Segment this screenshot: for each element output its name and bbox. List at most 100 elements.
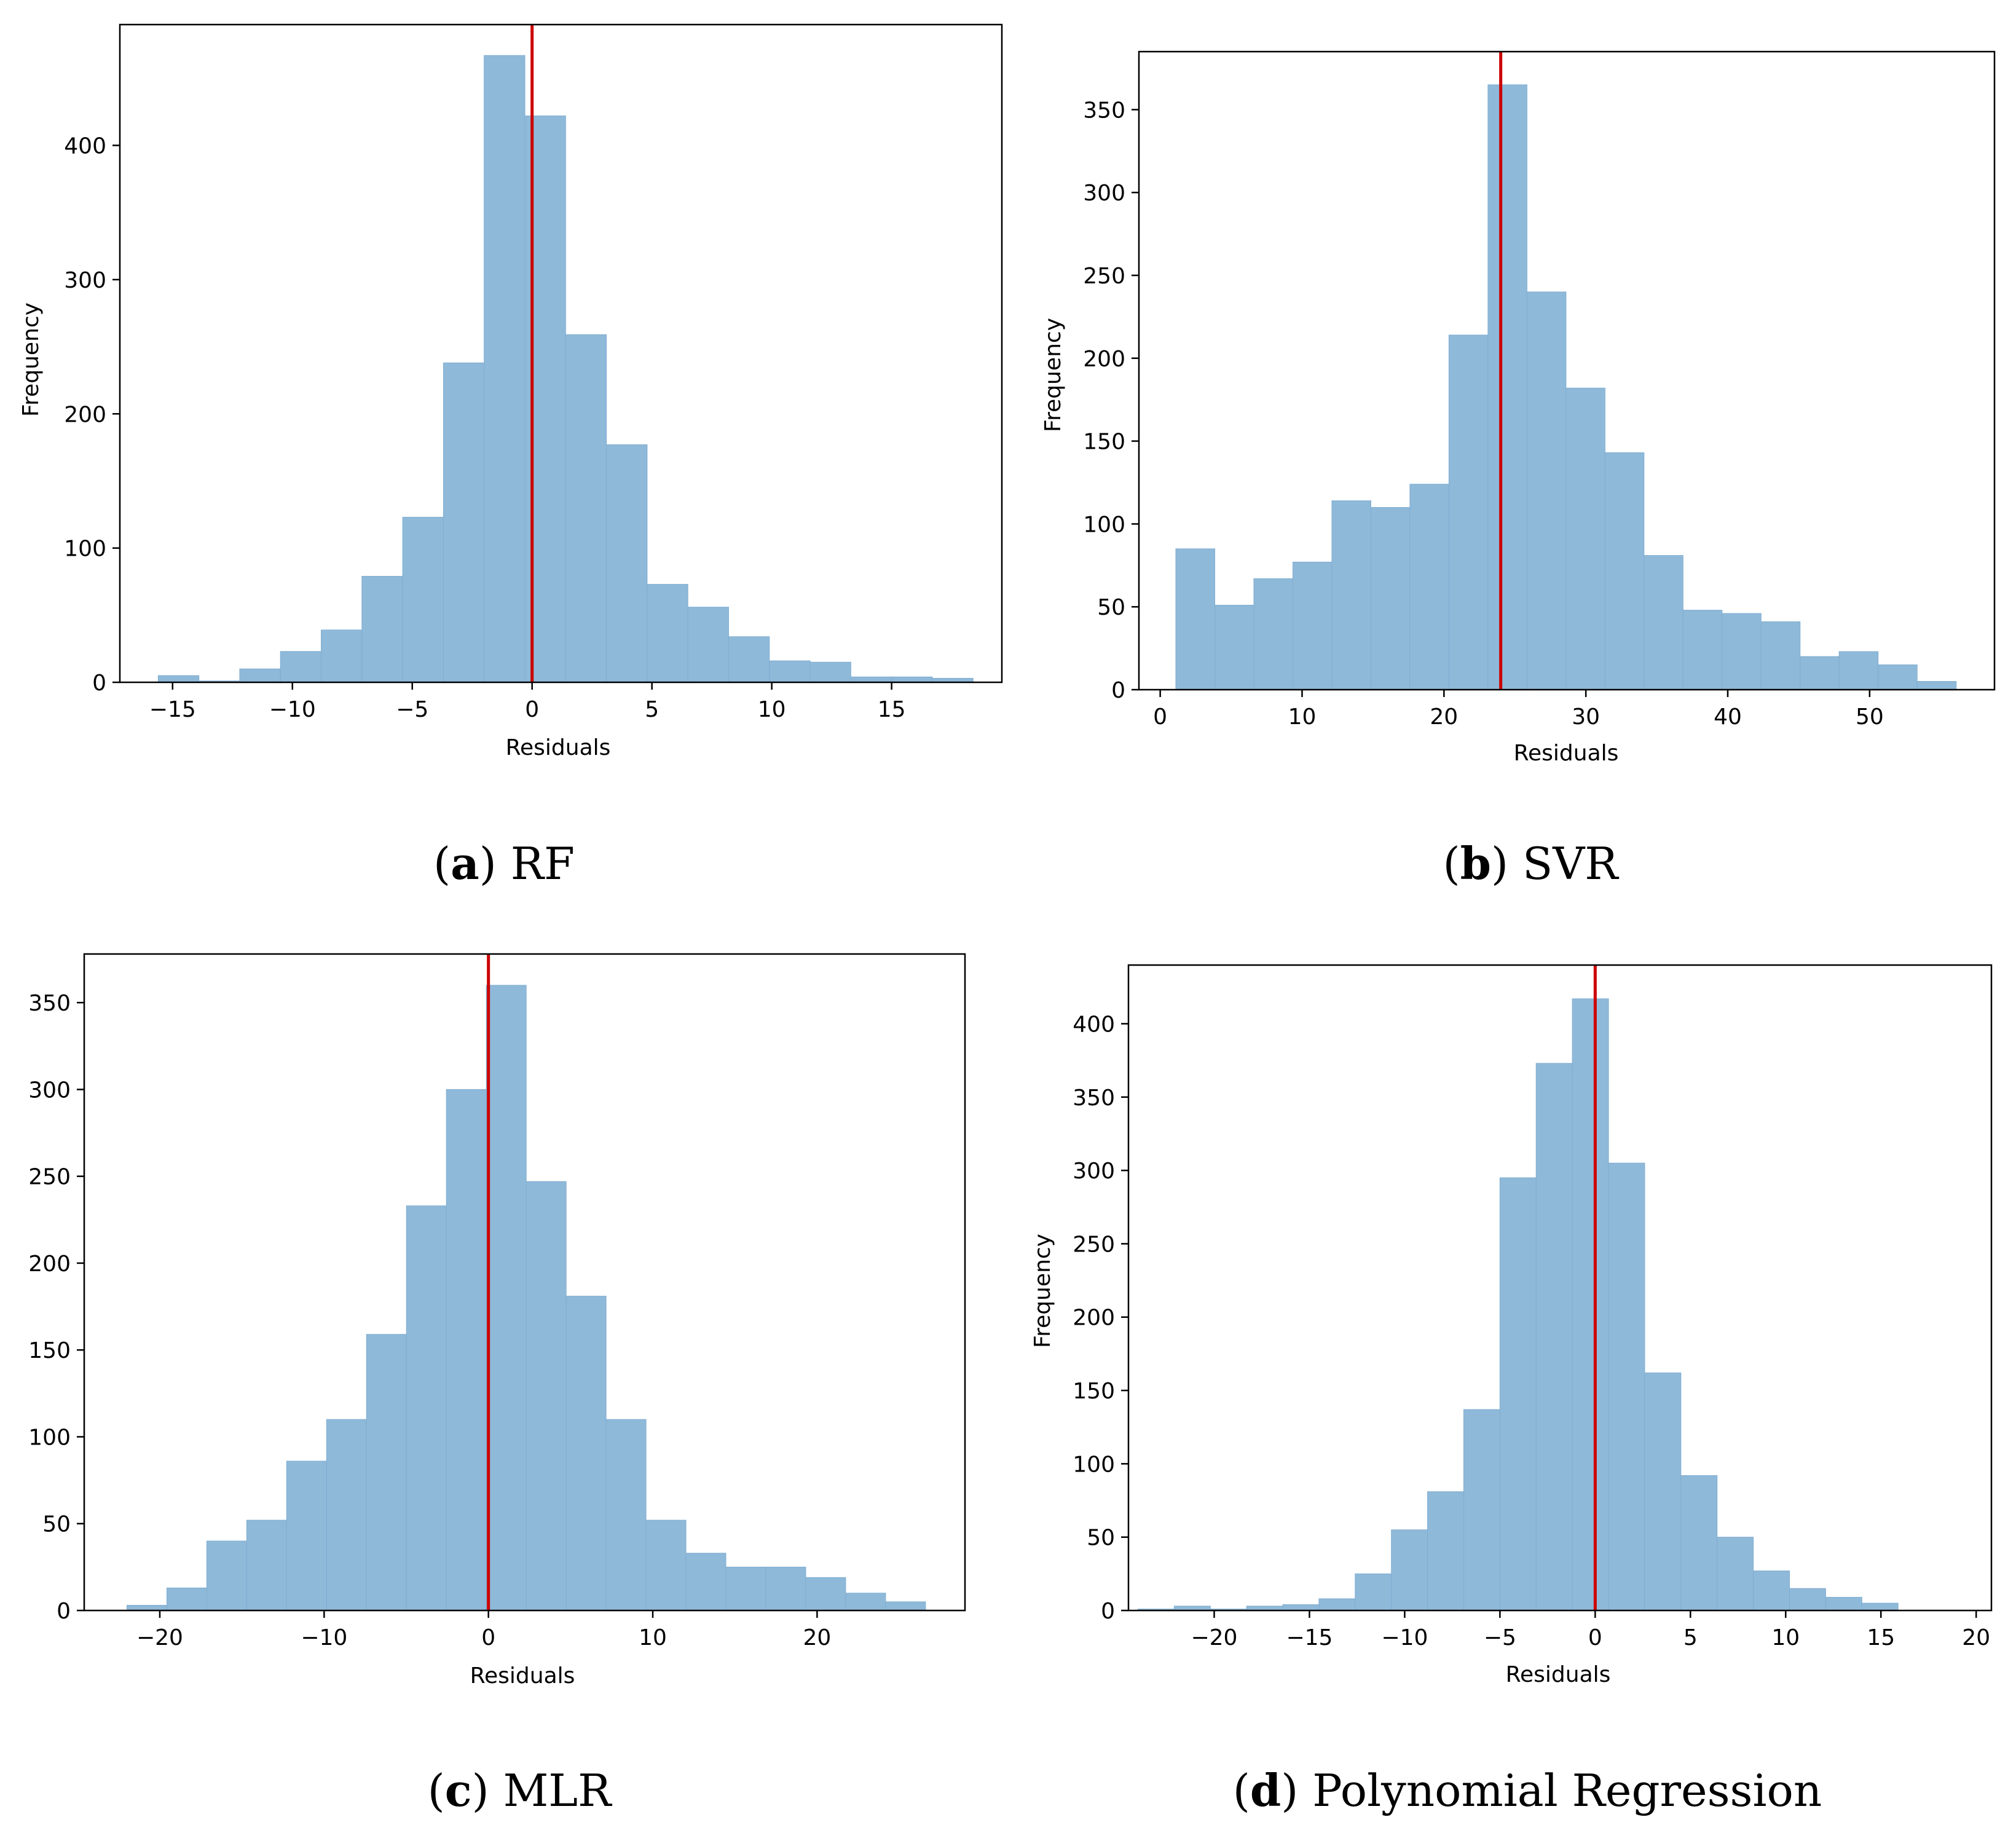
rf-y-tick-label: 100 [64,537,106,562]
mlr-bar [526,1181,567,1611]
rf-x-tick-label: 0 [525,697,539,722]
rf-bar [157,675,200,683]
polynomial-bar [1535,1063,1573,1611]
polynomial-y-tick-label: 400 [1073,1012,1115,1037]
svr-caption-text: SVR [1522,838,1619,889]
rf-bar [443,362,485,683]
rf-bar [850,676,892,683]
rf-y-axis-title: Frequency [18,302,44,417]
polynomial-bar [1572,998,1609,1611]
mlr-bar [286,1460,327,1611]
rf-caption-text: RF [511,838,575,889]
mlr-bar [127,1605,167,1611]
mlr-x-tick-label: −20 [136,1625,183,1650]
svr-y-tick-label: 0 [1111,678,1125,703]
svr-x-tick-label: 40 [1714,704,1742,730]
polynomial-x-ticks: −20 −15 −10 −5 0 5 10 15 20 [1191,1610,1990,1650]
polynomial-x-axis-title: Residuals [1506,1662,1611,1687]
mlr-y-tick-label: 50 [42,1512,71,1537]
svr-bar [1760,621,1801,690]
polynomial-bar [1861,1602,1899,1611]
svr-bar [1644,555,1683,690]
rf-bar [239,668,281,683]
rf-x-tick-label: 5 [645,697,659,722]
polynomial-caption-letter: d [1250,1764,1281,1816]
mlr-bar [845,1593,886,1611]
svr-y-axis-title: Frequency [1041,318,1066,432]
mlr-x-tick-label: 0 [481,1625,495,1650]
svr-bar [1253,578,1293,690]
svr-y-tick-label: 50 [1097,595,1125,620]
rf-bar [728,636,770,683]
mlr-bar [446,1089,487,1611]
polynomial-x-tick-label: 10 [1771,1625,1800,1650]
svr-y-tick-label: 200 [1083,347,1125,372]
polynomial-bar [1282,1604,1320,1611]
mlr-plot-frame [83,953,966,1612]
rf-y-tick-label: 0 [92,671,106,696]
mlr-caption-letter: c [445,1764,472,1816]
polynomial-bar [1753,1571,1790,1611]
rf-bar [606,444,648,683]
polynomial-plot-frame [1127,964,1993,1612]
polynomial-y-tick-label: 150 [1073,1379,1115,1404]
svr-bar [1370,507,1411,690]
panel-svr: 0 10 20 30 40 50 0 50 100 150 200 250 300 350 Residu… [1041,50,1996,889]
rf-plot-frame [119,23,1003,684]
polynomial-x-tick-label: −5 [1484,1625,1516,1650]
svr-y-tick-label: 150 [1083,430,1125,455]
svr-bar [1215,604,1254,690]
svr-y-tick-label: 100 [1083,512,1125,537]
rf-x-tick-label: 15 [878,697,906,722]
polynomial-y-tick-label: 300 [1073,1159,1115,1184]
svr-plot-frame [1138,50,1996,691]
svr-bars [1175,84,1957,690]
mlr-bar [486,985,527,1611]
polynomial-y-tick-label: 250 [1073,1232,1115,1257]
mlr-bar [366,1334,407,1611]
rf-caption-letter: a [451,837,479,889]
polynomial-x-tick-label: −20 [1191,1625,1237,1650]
polynomial-y-tick-label: 200 [1073,1306,1115,1331]
mlr-y-tick-label: 0 [57,1599,71,1624]
mlr-bar [685,1553,726,1611]
mlr-y-tick-label: 200 [28,1252,71,1277]
polynomial-bar [1680,1475,1718,1611]
rf-x-ticks: −15 −10 −5 0 5 10 15 [149,682,906,722]
mlr-x-tick-label: −10 [301,1625,347,1650]
polynomial-x-tick-label: 20 [1962,1625,1990,1650]
rf-bar [321,629,363,683]
svr-x-tick-label: 0 [1153,704,1167,730]
mlr-x-tick-label: 20 [803,1625,831,1650]
polynomial-x-tick-label: 15 [1867,1625,1895,1650]
polynomial-bar [1391,1529,1428,1611]
mlr-bar [805,1577,846,1611]
rf-x-tick-label: −5 [396,697,428,722]
svr-bar [1722,613,1762,690]
mlr-bar [765,1566,806,1611]
mlr-bar [605,1419,647,1611]
svr-x-tick-label: 50 [1856,704,1884,730]
rf-caption: (a) RF [433,837,575,889]
mlr-y-ticks: 0 50 100 150 200 250 300 350 [28,991,84,1624]
polynomial-y-ticks: 0 50 100 150 200 250 300 350 400 [1073,1012,1128,1624]
polynomial-bar [1427,1491,1464,1611]
svr-bar [1916,681,1957,690]
mlr-caption: (c) MLR [428,1764,612,1816]
polynomial-bar [1717,1537,1754,1611]
mlr-bar [885,1601,926,1611]
rf-bars [157,55,974,683]
svr-x-tick-label: 30 [1572,704,1600,730]
svr-bar [1565,387,1605,690]
svr-y-ticks: 0 50 100 150 200 250 300 350 [1083,98,1139,703]
svr-bar [1878,664,1918,690]
svr-bar [1604,452,1645,690]
mlr-y-tick-label: 250 [28,1165,71,1190]
polynomial-bar [1825,1597,1862,1611]
svr-bar [1682,610,1723,690]
rf-x-axis-title: Residuals [506,735,611,760]
rf-x-tick-label: −10 [269,697,316,722]
polynomial-y-tick-label: 50 [1087,1526,1115,1551]
polynomial-bar [1355,1573,1392,1611]
